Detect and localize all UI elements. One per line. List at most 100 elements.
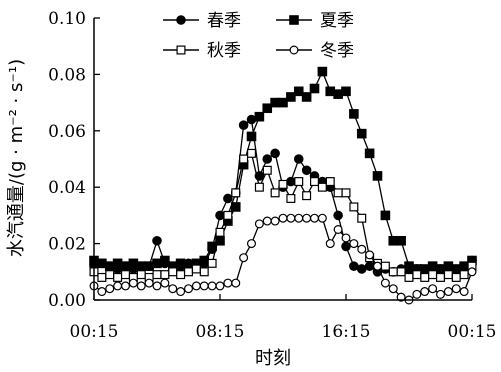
data-point — [247, 148, 257, 158]
data-point — [199, 281, 209, 291]
data-point — [97, 258, 107, 269]
data-point — [443, 261, 454, 271]
data-point — [349, 202, 359, 212]
data-point — [168, 267, 178, 277]
x-tick-label: 08:15 — [196, 322, 245, 342]
data-point — [113, 272, 123, 282]
series-1 — [89, 114, 477, 277]
legend-marker — [176, 45, 186, 55]
data-point — [341, 233, 351, 243]
data-point — [223, 210, 233, 220]
data-point — [254, 111, 265, 122]
data-point — [428, 284, 438, 294]
data-point — [184, 284, 194, 294]
data-point — [128, 258, 139, 269]
legend-marker — [176, 15, 186, 25]
data-point — [160, 270, 170, 280]
data-point — [310, 177, 320, 187]
legend-item: 冬季 — [276, 41, 354, 61]
data-point — [435, 264, 446, 274]
data-point — [388, 235, 399, 246]
data-point — [254, 182, 264, 192]
data-point — [286, 193, 296, 203]
data-point — [349, 109, 359, 119]
data-point — [199, 267, 209, 277]
legend-label: 秋季 — [207, 41, 241, 61]
legend-label: 夏季 — [320, 11, 354, 31]
data-point — [286, 92, 296, 102]
data-point — [349, 261, 359, 271]
data-point — [293, 86, 304, 97]
legend-item: 春季 — [163, 11, 241, 31]
y-tick-label: 0.06 — [48, 122, 86, 142]
y-tick-label: 0.04 — [48, 178, 86, 198]
data-point — [325, 177, 335, 187]
data-point — [270, 97, 280, 108]
data-point — [420, 272, 430, 282]
data-point — [278, 213, 288, 223]
data-point — [364, 261, 375, 271]
data-point — [341, 86, 351, 97]
data-point — [254, 219, 264, 229]
data-point — [443, 270, 453, 280]
data-point — [144, 278, 154, 288]
data-point — [270, 188, 280, 198]
data-point — [325, 86, 336, 97]
data-point — [436, 289, 446, 299]
data-point — [270, 148, 280, 159]
data-point — [451, 264, 462, 274]
data-point — [160, 255, 170, 266]
data-point — [459, 287, 469, 297]
data-point — [365, 250, 375, 260]
legend-marker — [289, 45, 299, 55]
data-point — [420, 287, 430, 297]
data-point — [302, 191, 312, 201]
data-point — [333, 89, 343, 99]
data-point — [467, 267, 477, 277]
data-point — [310, 213, 320, 223]
data-point — [160, 278, 170, 288]
data-point — [136, 261, 147, 271]
data-point — [230, 202, 241, 212]
data-point — [436, 272, 446, 282]
data-point — [317, 66, 328, 77]
data-point — [357, 213, 367, 223]
data-point — [223, 193, 233, 204]
data-point — [104, 261, 115, 271]
data-point — [152, 270, 162, 280]
data-point — [152, 281, 162, 291]
legend-item: 秋季 — [163, 41, 241, 61]
data-point — [238, 120, 249, 130]
data-point — [301, 92, 312, 102]
data-point — [293, 154, 304, 164]
data-point — [459, 261, 469, 271]
data-point — [191, 281, 201, 291]
data-point — [309, 83, 320, 94]
series-layer — [89, 66, 477, 305]
data-point — [113, 281, 123, 291]
data-point — [451, 284, 461, 294]
data-point — [152, 235, 162, 246]
data-point — [136, 270, 146, 280]
data-point — [112, 258, 123, 269]
series-line — [93, 118, 473, 273]
data-point — [333, 225, 343, 235]
data-point — [388, 284, 398, 294]
data-point — [356, 264, 367, 274]
data-point — [215, 227, 225, 237]
data-point — [262, 154, 273, 164]
data-point — [302, 213, 312, 223]
data-point — [262, 165, 272, 175]
data-point — [278, 97, 288, 108]
data-point — [176, 270, 186, 280]
data-point — [278, 179, 288, 189]
data-point — [215, 210, 225, 221]
data-point — [120, 261, 131, 271]
data-point — [341, 241, 351, 252]
data-point — [286, 176, 296, 187]
data-point — [357, 244, 367, 254]
data-point — [380, 278, 390, 288]
data-point — [97, 272, 107, 282]
data-point — [136, 281, 146, 291]
data-point — [231, 278, 241, 288]
